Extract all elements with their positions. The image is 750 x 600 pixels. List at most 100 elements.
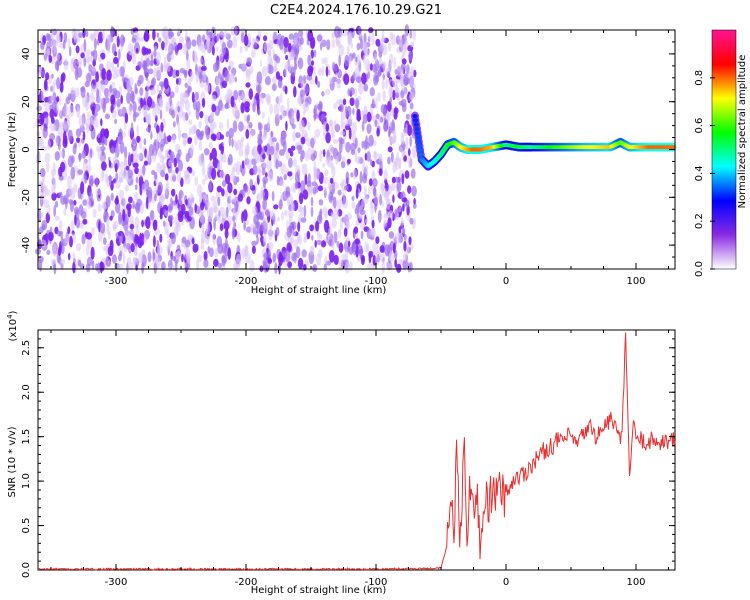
spectrogram-noise-cell: [51, 101, 57, 111]
spectrogram-noise-cell: [271, 137, 277, 143]
spectrogram-noise-cell: [150, 87, 157, 96]
spectrogram-noise-cell: [185, 152, 190, 163]
spectrogram-noise-cell: [230, 26, 235, 36]
spectrogram-noise-cell: [132, 112, 137, 123]
spectrogram-noise-cell: [71, 187, 76, 200]
spectrogram-noise-cell: [351, 121, 357, 134]
spectrogram-noise-cell: [78, 60, 82, 70]
spectrogram-noise-cell: [225, 206, 229, 218]
spectrogram-noise-cell: [301, 129, 308, 138]
spectrogram-noise-cell: [361, 120, 365, 132]
spectrogram-noise-cell: [80, 52, 85, 59]
spectrogram-noise-cell: [132, 153, 139, 165]
spectrogram-noise-cell: [184, 210, 190, 219]
spectrogram-noise-cell: [311, 181, 318, 187]
spectrogram-noise-cell: [164, 210, 169, 217]
spectrogram-noise-cell: [95, 145, 101, 153]
spectrogram-noise-cell: [368, 178, 373, 187]
spectrogram-noise-cell: [91, 227, 95, 237]
spectrogram-noise-cell: [177, 120, 181, 129]
spectrogram-noise-cell: [217, 215, 222, 224]
spectrogram-noise-cell: [251, 245, 256, 254]
spectrogram-noise-cell: [63, 194, 69, 205]
snr-multiplier-exponent: 4: [6, 314, 14, 319]
spectrogram-noise-cell: [39, 138, 45, 150]
spectrogram-noise-cell: [167, 239, 172, 247]
spectrogram-noise-cell: [382, 73, 385, 81]
spectrogram-noise-cell: [388, 72, 391, 79]
snr-x-ticks: -300 -200 -100 0 100: [50, 330, 669, 588]
colorbar-gradient: [711, 29, 737, 270]
spectrogram-noise-cell: [385, 77, 389, 90]
spectrogram-noise-cell: [355, 156, 361, 165]
spectrogram-noise-cell: [387, 217, 392, 229]
signal-trace-cell: [413, 122, 419, 127]
spectrogram-noise-cell: [101, 29, 105, 41]
spectrogram-noise-cell: [143, 111, 148, 119]
figure-title: C2E4.2024.176.10.29.G21: [270, 3, 442, 18]
spectrogram-noise-cell: [231, 166, 235, 173]
spectrogram-noise-cell: [273, 53, 278, 62]
spectrogram-noise-cell: [246, 57, 253, 66]
spectrogram-noise-cell: [159, 155, 165, 164]
snr-x-axis-label: Height of straight line (km): [251, 585, 387, 596]
spectrogram-noise-cell: [123, 157, 128, 168]
spectrogram-noise-cell: [56, 103, 59, 116]
spectrogram-noise-cell: [377, 69, 382, 78]
spectrogram-noise-cell: [84, 95, 89, 107]
spectrogram-noise-cell: [398, 205, 402, 213]
spectrogram-noise-cell: [92, 208, 97, 218]
spectrogram-noise-cell: [356, 42, 361, 51]
spectrogram-noise-cell: [268, 171, 274, 182]
spectrogram-noise-cell: [334, 123, 341, 133]
spectrogram-noise-cell: [396, 263, 402, 273]
spectrogram-noise-cell: [110, 192, 114, 201]
spectrogram-noise-cell: [70, 57, 77, 66]
spectrogram-noise-cell: [143, 30, 150, 42]
spectrogram-noise-cell: [294, 171, 300, 184]
spectrogram-noise-cell: [409, 136, 413, 147]
spectrogram-noise-cell: [401, 150, 406, 158]
spectrogram-noise-cell: [231, 138, 234, 148]
spectrogram-noise-cell: [380, 38, 384, 50]
spectrogram-noise-cell: [294, 63, 298, 70]
spectrogram-noise-cell: [295, 132, 301, 139]
spectrogram-noise-cell: [371, 99, 375, 109]
spectrogram-noise-cell: [369, 159, 373, 166]
spectrogram-noise-cell: [93, 85, 98, 93]
spectrogram-noise-cell: [321, 39, 327, 48]
spectrogram-noise-cell: [93, 37, 97, 50]
spectrogram-noise-cell: [290, 200, 295, 211]
spectrogram-noise-cell: [188, 119, 193, 125]
spectrogram-noise-cell: [102, 237, 107, 246]
spectrogram-noise-cell: [233, 89, 239, 101]
spectrogram-noise-cell: [232, 215, 236, 222]
spectrogram-noise-cell: [316, 239, 322, 245]
spectrogram-noise-cell: [216, 235, 223, 248]
spectrogram-noise-cell: [257, 31, 262, 38]
spectrogram-noise-cell: [121, 76, 126, 83]
spectrogram-noise-cell: [50, 168, 57, 176]
spectrogram-noise-cell: [266, 63, 270, 74]
spectrogram-noise-cell: [225, 173, 231, 185]
spectrogram-noise-cell: [196, 259, 200, 271]
spectrogram-noise-cell: [115, 202, 121, 214]
spectrogram-noise-cell: [135, 176, 139, 184]
spectrogram-noise-cell: [88, 93, 95, 105]
spectrogram-noise-cell: [192, 243, 199, 253]
spectrogram-noise-cell: [69, 235, 73, 248]
spectrogram-noise-cell: [310, 153, 316, 162]
spectrogram-noise-cell: [253, 41, 258, 49]
spectrogram-noise-cell: [210, 133, 217, 140]
spectrogram-noise-cell: [377, 92, 381, 102]
spectrogram-noise-cell: [115, 195, 119, 205]
spectrogram-noise-cell: [136, 135, 141, 143]
spectrogram-noise-cell: [339, 138, 345, 145]
spectrogram-noise-cell: [266, 158, 272, 171]
spectrogram-noise-cell: [175, 78, 179, 85]
spectrogram-noise-cell: [209, 247, 214, 258]
signal-trace-cell: [415, 131, 421, 136]
spectrogram-noise-cell: [257, 121, 262, 131]
spectrogram-noise-cell: [285, 250, 291, 263]
spectrogram-noise-cell: [40, 41, 45, 50]
